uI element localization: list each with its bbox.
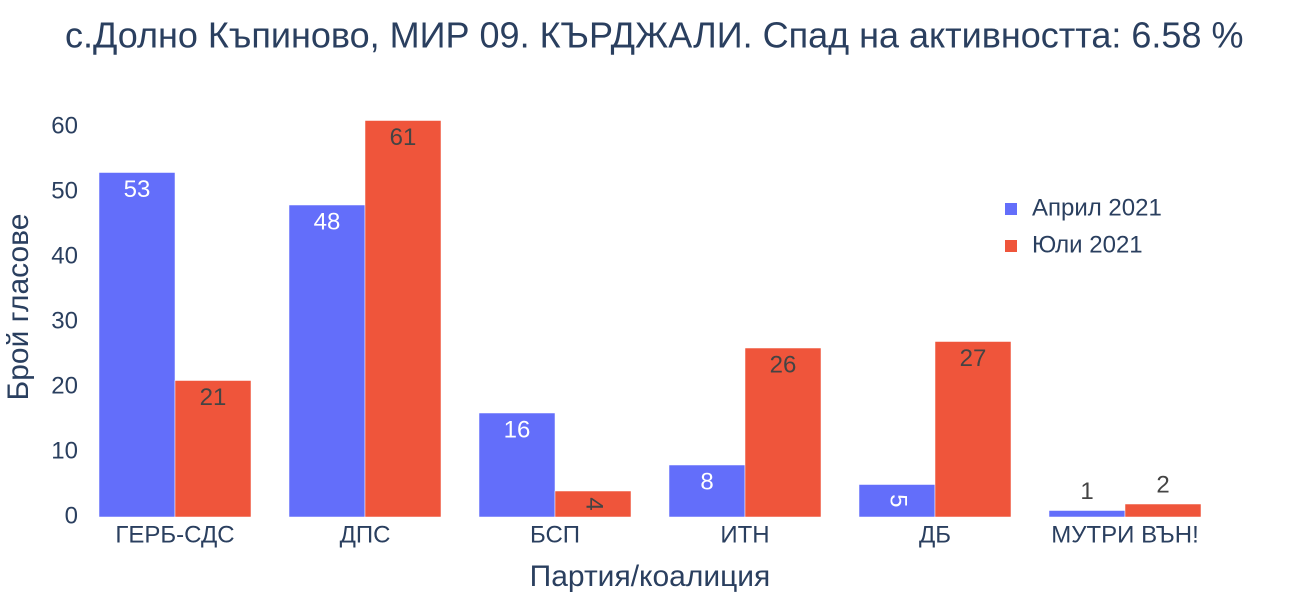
data-label: 1 [1080, 478, 1093, 505]
chart-title: с.Долно Къпиново, МИР 09. КЪРДЖАЛИ. Спад… [65, 15, 1243, 56]
x-tick-label: МУТРИ ВЪН! [1051, 521, 1198, 548]
bar [554, 490, 632, 518]
data-label: 2 [1156, 471, 1169, 498]
bar [478, 412, 556, 518]
y-tick-label: 20 [51, 372, 78, 399]
bar [1048, 510, 1126, 518]
y-axis-title: Брой гласове [2, 214, 35, 401]
bar [668, 464, 746, 518]
y-tick-label: 30 [51, 307, 78, 334]
data-label: 8 [700, 468, 713, 495]
x-tick-label: БСП [530, 521, 580, 548]
bar [174, 380, 252, 518]
data-label: 21 [200, 384, 227, 411]
data-label: 53 [124, 176, 151, 203]
data-label: 27 [960, 345, 987, 372]
x-tick-label: ГЕРБ-СДС [115, 521, 234, 548]
legend-label: Юли 2021 [1032, 231, 1143, 258]
x-tick-label: ДПС [340, 521, 391, 548]
x-tick-label: ИТН [720, 521, 769, 548]
bar [934, 341, 1012, 518]
data-label: 16 [504, 416, 531, 443]
x-axis-title: Партия/коалиция [530, 560, 771, 593]
legend-swatch [1005, 240, 1017, 252]
y-tick-label: 50 [51, 177, 78, 204]
data-label: 26 [770, 351, 797, 378]
legend-swatch [1005, 203, 1017, 215]
legend-label: Април 2021 [1032, 194, 1162, 221]
bar [288, 204, 366, 518]
bar [1124, 503, 1202, 518]
data-label: 5 [885, 494, 912, 507]
data-label: 48 [314, 208, 341, 235]
y-tick-label: 60 [51, 112, 78, 139]
bar [858, 484, 936, 518]
data-label: 4 [581, 497, 608, 510]
data-label: 61 [390, 124, 417, 151]
y-tick-label: 10 [51, 437, 78, 464]
bar [744, 347, 822, 518]
bar [364, 120, 442, 518]
bar [98, 172, 176, 518]
y-tick-label: 0 [65, 502, 78, 529]
x-tick-label: ДБ [919, 521, 951, 548]
y-tick-label: 40 [51, 242, 78, 269]
